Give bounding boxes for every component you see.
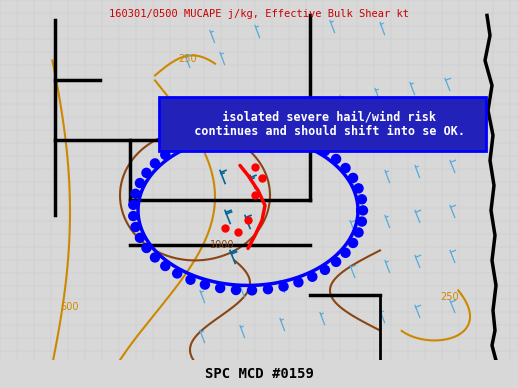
Circle shape [172, 269, 182, 278]
Circle shape [294, 134, 303, 143]
Circle shape [354, 184, 363, 193]
Circle shape [135, 178, 145, 187]
Circle shape [264, 127, 272, 136]
Circle shape [186, 275, 195, 284]
Circle shape [186, 137, 195, 146]
Text: isolated severe hail/wind risk
  continues and should shift into se OK.: isolated severe hail/wind risk continues… [180, 111, 465, 139]
Circle shape [341, 163, 350, 173]
Circle shape [150, 159, 160, 168]
Circle shape [161, 262, 170, 270]
Circle shape [248, 126, 256, 135]
Circle shape [321, 265, 329, 274]
Circle shape [349, 239, 357, 248]
Circle shape [279, 130, 288, 139]
Circle shape [142, 168, 151, 177]
Text: 500: 500 [60, 302, 79, 312]
Circle shape [200, 132, 209, 141]
Circle shape [215, 128, 225, 137]
Text: 1000: 1000 [210, 241, 235, 250]
Circle shape [248, 286, 256, 295]
Text: SPC MCD #0159: SPC MCD #0159 [205, 367, 313, 381]
Circle shape [321, 146, 329, 156]
Text: 250: 250 [440, 293, 458, 302]
Circle shape [279, 282, 288, 291]
Circle shape [354, 228, 363, 237]
Text: 160301/0500 MUCAPE j/kg, Effective Bulk Shear kt: 160301/0500 MUCAPE j/kg, Effective Bulk … [109, 9, 409, 19]
Circle shape [131, 223, 140, 232]
Circle shape [332, 154, 341, 163]
Circle shape [308, 140, 317, 149]
Circle shape [200, 280, 209, 289]
Text: 250: 250 [178, 54, 197, 64]
Circle shape [264, 285, 272, 294]
FancyBboxPatch shape [159, 97, 486, 151]
Circle shape [142, 244, 151, 253]
Circle shape [357, 195, 366, 204]
Circle shape [341, 248, 350, 257]
Circle shape [129, 200, 138, 210]
Circle shape [308, 272, 317, 281]
Circle shape [232, 126, 240, 135]
Circle shape [135, 233, 145, 242]
Circle shape [349, 173, 357, 182]
Circle shape [357, 217, 366, 226]
Circle shape [131, 189, 140, 198]
Circle shape [172, 143, 182, 152]
Circle shape [294, 278, 303, 287]
Circle shape [150, 253, 160, 262]
Circle shape [232, 286, 240, 294]
Circle shape [129, 211, 138, 220]
Circle shape [215, 284, 225, 293]
Circle shape [161, 150, 170, 159]
Circle shape [332, 257, 341, 266]
Circle shape [358, 206, 367, 215]
